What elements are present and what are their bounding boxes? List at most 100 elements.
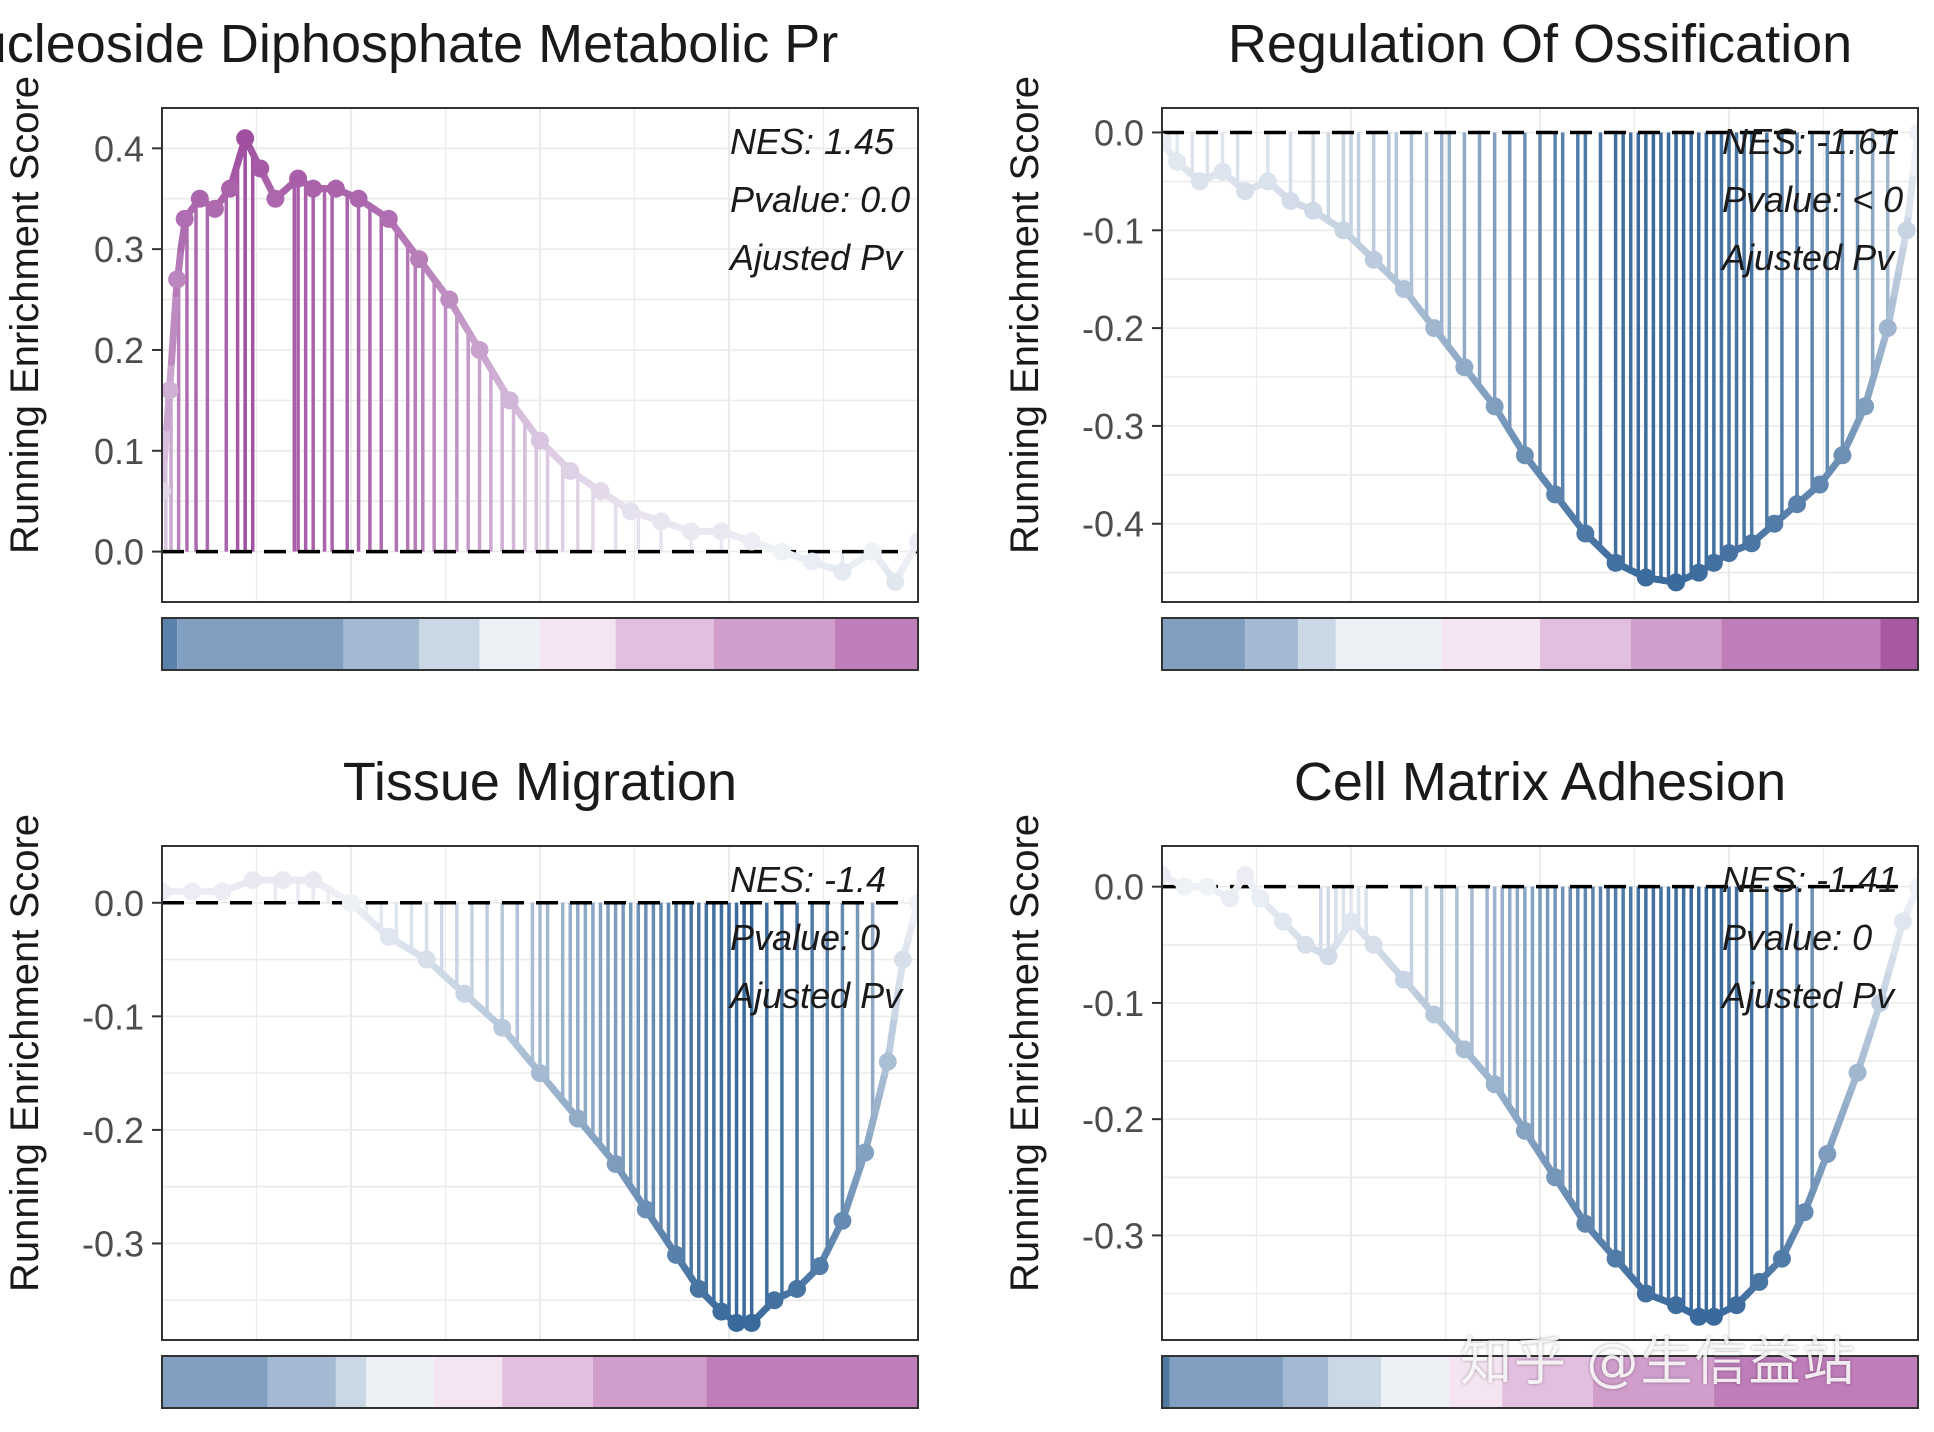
rank-bar-segment	[1335, 618, 1442, 670]
panel-title: Cell Matrix Adhesion	[1294, 752, 1786, 812]
es-point	[1364, 935, 1383, 954]
es-point	[1788, 495, 1807, 514]
annotation-adjusted-pvalue: Ajusted Pv	[728, 237, 904, 278]
gene-hit-lines	[1167, 132, 1890, 583]
annotation-adjusted-pvalue: Ajusted Pv	[1720, 975, 1896, 1016]
annotation-nes: NES: -1.4	[730, 859, 886, 900]
es-point	[856, 1143, 875, 1162]
annotation-nes: NES: -1.61	[1722, 121, 1898, 162]
es-point	[1727, 1296, 1746, 1315]
es-point	[1772, 1249, 1791, 1268]
es-point	[1485, 397, 1504, 416]
rank-bar-segment	[1328, 1356, 1382, 1408]
es-point	[417, 950, 436, 969]
es-point	[1606, 1249, 1625, 1268]
rank-color-bar	[1161, 617, 1919, 671]
es-point	[1198, 877, 1217, 896]
es-point	[1667, 1296, 1686, 1315]
es-point	[213, 882, 232, 901]
y-tick-label: -0.4	[1082, 504, 1144, 545]
es-point	[1251, 889, 1270, 908]
curve-segment	[1890, 265, 1903, 298]
es-point	[742, 532, 761, 551]
es-point	[1175, 877, 1194, 896]
rank-bar-segment	[706, 1356, 918, 1408]
es-point	[410, 250, 429, 269]
gsea-panel-nucleoside-diphosphate: NES: 1.45 Pvalue: 0.0 Ajusted Pv 0.0 0.1 0.2 0…	[0, 14, 919, 671]
es-point	[470, 340, 489, 359]
es-point	[1856, 397, 1875, 416]
es-point	[772, 542, 791, 561]
rank-bar-frame	[1161, 1355, 1919, 1409]
rank-bar-segment	[1713, 1356, 1918, 1408]
es-point	[1636, 1284, 1655, 1303]
plot-area: NES: 1.45 Pvalue: 0.0 Ajusted Pv	[162, 121, 918, 591]
rank-bar-segment	[713, 618, 835, 670]
plot-frame	[1161, 845, 1919, 1341]
es-point	[742, 1313, 761, 1332]
rank-color-bar	[161, 617, 919, 671]
y-tick-label: -0.3	[1082, 406, 1144, 447]
es-point	[1810, 475, 1829, 494]
es-point	[833, 1211, 852, 1230]
y-tick-label: -0.3	[82, 1223, 144, 1264]
es-point	[765, 1291, 784, 1310]
es-point	[667, 1245, 686, 1264]
gsea-panel-regulation-of-ossification: NES: -1.61 Pvalue: < 0 Ajusted Pv 0.0 -0.1 -0…	[1003, 14, 1919, 671]
es-point	[1606, 553, 1625, 572]
curve-segment	[890, 981, 903, 1021]
y-tick-label: -0.3	[1082, 1215, 1144, 1256]
es-point	[1576, 524, 1595, 543]
rank-bar-segment	[1880, 618, 1918, 670]
es-point	[1909, 123, 1918, 142]
es-point	[1236, 866, 1255, 885]
es-point	[591, 482, 610, 501]
rank-bar-segment	[1630, 618, 1722, 670]
es-point	[1304, 201, 1323, 220]
y-tick-label: -0.2	[1082, 308, 1144, 349]
es-point	[379, 209, 398, 228]
es-point	[326, 179, 345, 198]
es-point	[1342, 912, 1360, 931]
es-point	[251, 159, 270, 178]
es-point	[1750, 1272, 1769, 1291]
rank-bar-segment	[1441, 618, 1540, 670]
y-tick-label: -0.1	[82, 996, 144, 1037]
rank-bar-segment	[366, 1356, 435, 1408]
rank-bar-segment	[615, 618, 714, 670]
gene-hit-lines	[273, 880, 875, 1323]
es-point	[236, 129, 255, 148]
plot-frame	[161, 845, 919, 1341]
y-tick-label: 0.0	[1094, 867, 1144, 908]
es-point	[162, 381, 179, 400]
es-point	[1897, 221, 1916, 240]
es-point	[1394, 970, 1413, 989]
es-point	[1319, 947, 1338, 966]
es-point	[1455, 358, 1474, 377]
annotation-pvalue: Pvalue: 0	[730, 917, 880, 958]
plot-area: NES: -1.41 Pvalue: 0 Ajusted Pv	[1162, 859, 1918, 1326]
rank-bar-segment	[502, 1356, 593, 1408]
es-point	[243, 871, 262, 890]
rank-color-bar	[1161, 1355, 1919, 1409]
es-point	[1221, 889, 1240, 908]
es-point	[1546, 485, 1565, 504]
es-point	[349, 189, 368, 208]
es-point	[183, 882, 202, 901]
rank-bar-segment	[162, 1356, 268, 1408]
es-point	[1394, 279, 1413, 298]
curve-segment	[1895, 241, 1908, 273]
rank-bar-segment	[1162, 618, 1246, 670]
curve-segment	[1905, 169, 1917, 218]
rank-bar-segment	[1540, 618, 1631, 670]
stat-annotations: NES: 1.45 Pvalue: 0.0 Ajusted Pv	[728, 121, 910, 278]
es-point	[162, 482, 171, 501]
es-point	[651, 512, 670, 531]
es-point	[810, 1257, 829, 1276]
es-point	[712, 1302, 731, 1321]
running-score-curve	[162, 129, 918, 591]
es-point	[1576, 1214, 1595, 1233]
es-point	[909, 893, 918, 912]
rank-bar-segment	[177, 618, 344, 670]
